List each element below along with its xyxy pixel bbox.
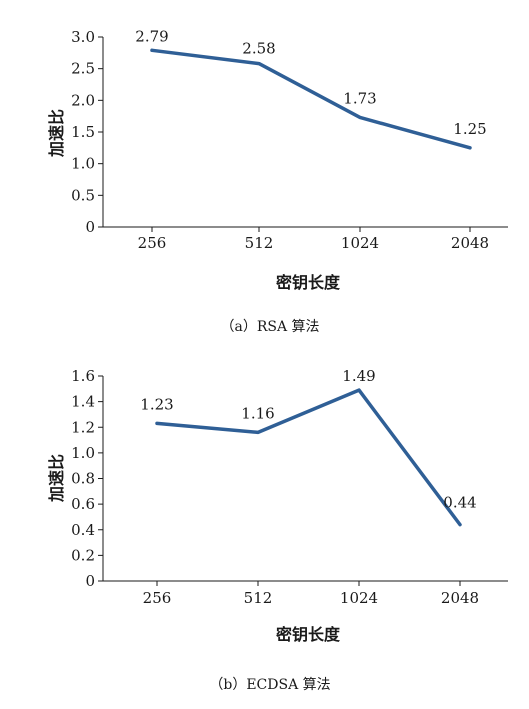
data-point <box>458 523 462 527</box>
y-tick-label: 1.5 <box>71 123 95 141</box>
chart-caption: （a）RSA 算法 <box>220 319 319 335</box>
data-point <box>256 430 260 434</box>
y-tick-label: 0.8 <box>71 470 95 488</box>
y-tick-label: 0 <box>85 218 95 236</box>
chart-ecdsa: 加速比 密钥长度 （b）ECDSA 算法 0 0.2 0.4 0.6 0.8 1.0 1.2… <box>47 367 508 693</box>
x-tick-label: 256 <box>143 589 172 607</box>
data-point <box>358 115 362 119</box>
data-point <box>155 421 159 425</box>
y-tick-label: 1.0 <box>71 444 95 462</box>
y-tick-label: 1.0 <box>71 155 95 173</box>
y-axis-label: 加速比 <box>47 454 66 503</box>
data-point <box>468 146 472 150</box>
data-label: 1.49 <box>342 367 375 385</box>
x-tick-label: 1024 <box>340 589 378 607</box>
y-tick-label: 1.4 <box>71 393 95 411</box>
x-tick-label: 2048 <box>451 234 489 252</box>
y-tick-label: 0.2 <box>71 546 95 564</box>
x-axis-label: 密钥长度 <box>275 273 341 292</box>
series-line <box>155 388 462 527</box>
data-label: 1.73 <box>343 89 376 107</box>
data-label: 2.79 <box>135 27 168 45</box>
data-point <box>357 388 361 392</box>
data-label: 1.25 <box>453 120 486 138</box>
y-tick-label: 2.0 <box>71 91 95 109</box>
data-label: 2.58 <box>242 40 275 58</box>
data-label: 0.44 <box>443 494 476 512</box>
y-tick-label: 3.0 <box>71 28 95 46</box>
data-label: 1.23 <box>140 395 173 413</box>
chart-caption: （b）ECDSA 算法 <box>209 677 330 693</box>
y-tick-label: 1.6 <box>71 367 95 385</box>
y-tick-label: 0.5 <box>71 186 95 204</box>
x-tick-label: 512 <box>245 234 274 252</box>
y-tick-label: 2.5 <box>71 60 95 78</box>
data-label: 1.16 <box>241 404 274 422</box>
y-tick-label: 1.2 <box>71 418 95 436</box>
x-tick-label: 2048 <box>441 589 479 607</box>
y-tick-label: 0.4 <box>71 521 95 539</box>
y-tick-label: 0 <box>85 572 95 590</box>
data-point <box>150 48 154 52</box>
y-tick-label: 0.6 <box>71 495 95 513</box>
x-axis-label: 密钥长度 <box>275 625 341 644</box>
series-line <box>150 48 472 150</box>
chart-rsa: 加速比 密钥长度 （a）RSA 算法 0 0.5 1.0 1.5 2.0 2.5 3.0 25… <box>47 27 508 335</box>
x-tick-label: 512 <box>244 589 273 607</box>
y-axis-label: 加速比 <box>47 109 66 158</box>
x-tick-label: 256 <box>138 234 167 252</box>
data-point <box>257 62 261 66</box>
x-tick-label: 1024 <box>341 234 379 252</box>
